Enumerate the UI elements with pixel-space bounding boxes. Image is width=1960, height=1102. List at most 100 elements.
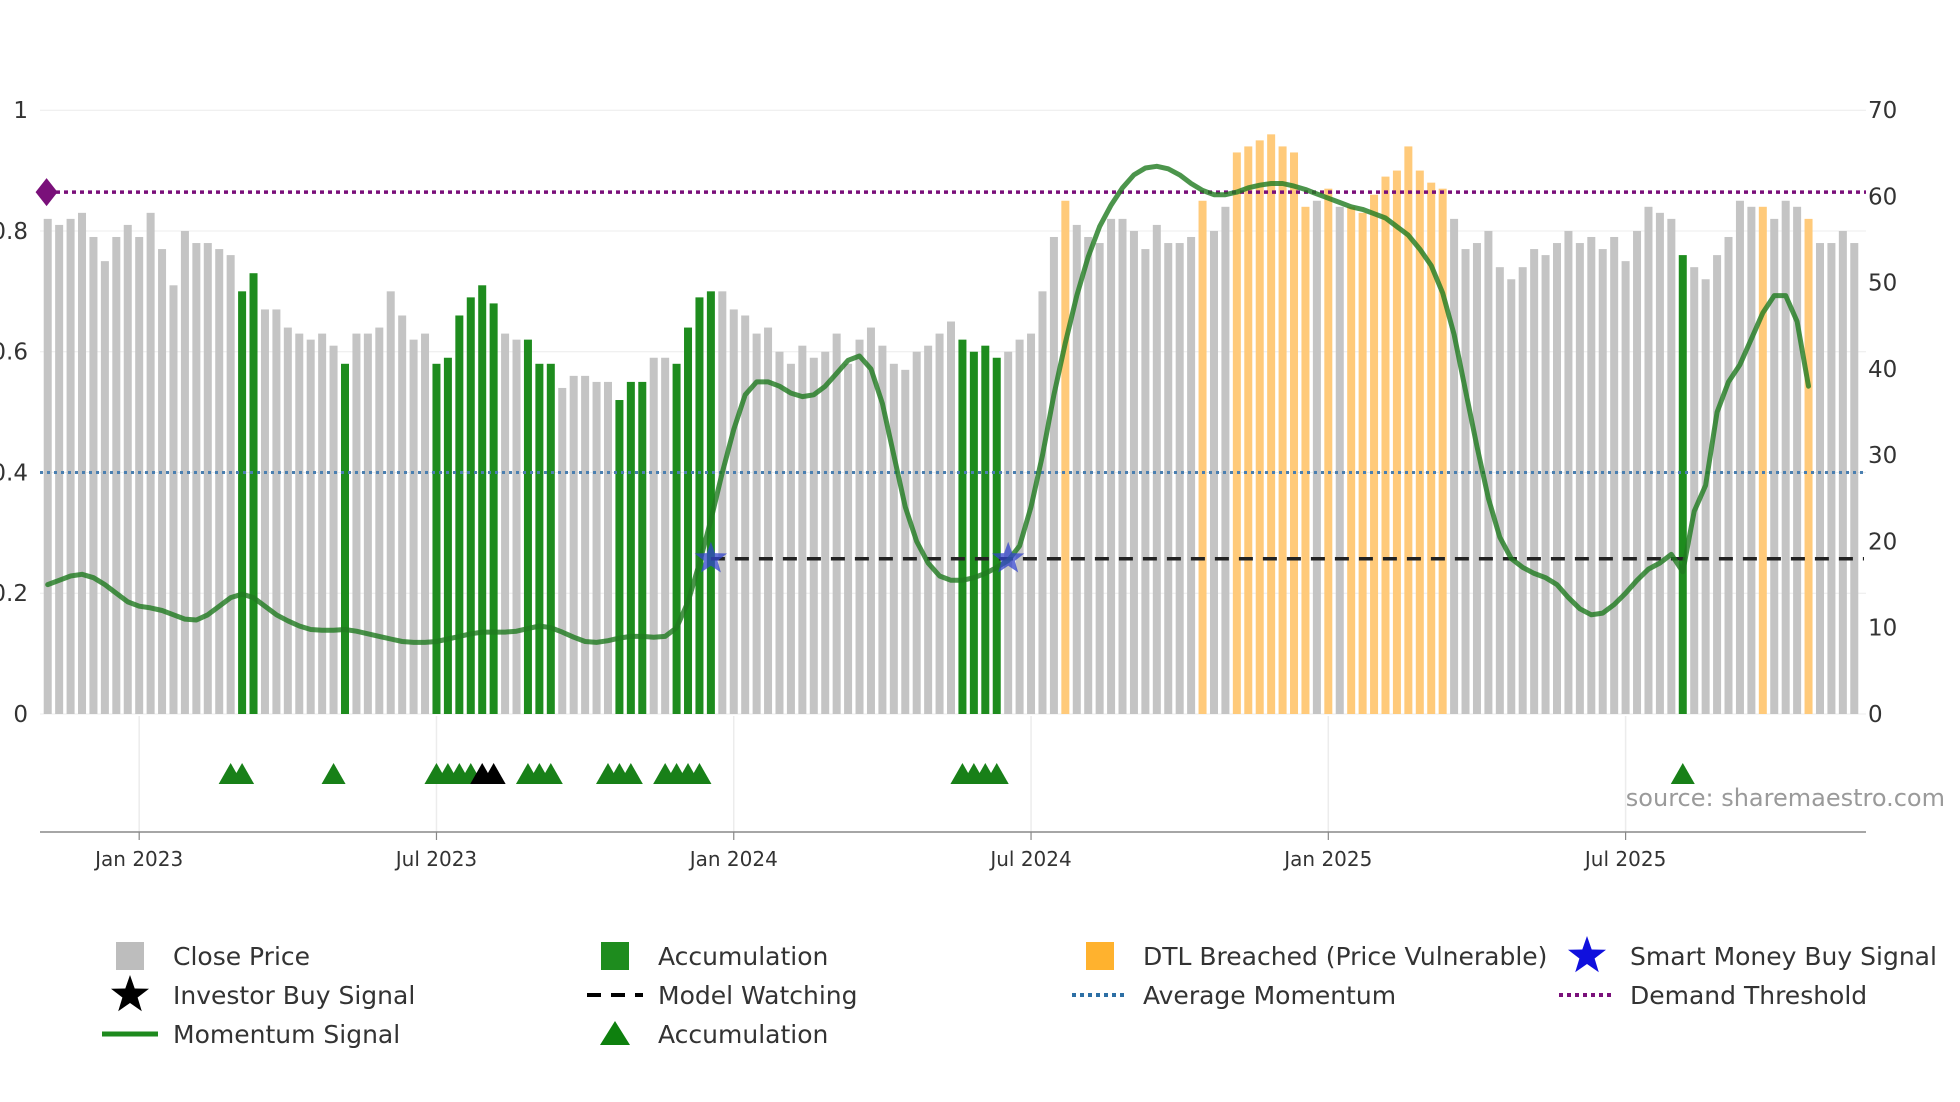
close-price-bar: [1507, 279, 1516, 714]
close-price-bar: [512, 339, 521, 714]
close-price-bar: [912, 351, 921, 714]
close-price-bar: [661, 357, 670, 714]
legend-item: Accumulation: [600, 1020, 828, 1049]
legend-label: Investor Buy Signal: [173, 981, 415, 1010]
accumulation-bar: [706, 291, 715, 714]
x-tick-label: Jul 2023: [394, 847, 477, 871]
close-price-bar: [649, 357, 658, 714]
close-price-bar: [1827, 243, 1836, 714]
close-price-bar: [192, 243, 201, 714]
close-price-bar: [1530, 249, 1539, 715]
accumulation-bar: [466, 297, 475, 714]
close-price-bar: [112, 236, 121, 714]
legend-label: Average Momentum: [1143, 981, 1396, 1010]
legend-label: Demand Threshold: [1630, 981, 1867, 1010]
close-price-bar: [1655, 212, 1664, 715]
close-price-bar: [1552, 243, 1562, 714]
close-price-bar: [306, 339, 315, 714]
close-price-bar: [1690, 267, 1699, 714]
accumulation-bar: [958, 339, 967, 714]
close-price-bar: [718, 291, 727, 714]
close-price-bar: [1598, 249, 1607, 715]
close-price-bar: [409, 339, 418, 714]
close-price-bar: [764, 327, 773, 714]
dtl-breached-bar: [1267, 134, 1276, 715]
accumulation-bar: [546, 363, 555, 714]
dtl-breached-bar: [1758, 206, 1767, 715]
accumulation-triangle: [618, 763, 643, 784]
close-price-bar: [1461, 249, 1470, 715]
close-price-bar: [363, 333, 372, 714]
close-price-bar: [1644, 206, 1653, 715]
x-tick-label: Jul 2024: [988, 847, 1071, 871]
accumulation-triangle: [687, 763, 712, 784]
dtl-breached-bar: [1232, 152, 1241, 714]
dtl-breached-bar: [1381, 176, 1390, 715]
accumulation-bar: [1678, 255, 1687, 714]
dtl-breached-bar: [1301, 206, 1310, 715]
close-price-bar: [1518, 267, 1527, 714]
investor-buy-triangle: [481, 763, 506, 784]
close-price-bar: [946, 321, 956, 714]
close-price-bar: [1084, 236, 1093, 714]
close-price-bar: [855, 339, 864, 714]
left-tick-label: 0.6: [0, 340, 28, 366]
close-price-bar: [832, 333, 841, 714]
close-price-bar: [1541, 255, 1550, 714]
close-price-bar: [603, 381, 612, 714]
accumulation-bar: [969, 351, 978, 714]
close-price-bar: [889, 363, 898, 714]
accumulation-bar: [523, 339, 532, 714]
lines-layer: [40, 163, 1866, 645]
legend-label: Accumulation: [658, 942, 828, 971]
close-price-bar: [1312, 200, 1321, 714]
close-price-bar: [283, 327, 292, 714]
accumulation-bar: [992, 357, 1001, 714]
x-tick-label: Jul 2025: [1583, 847, 1666, 871]
close-price-bar: [821, 351, 830, 714]
dtl-breached-bar: [1358, 212, 1367, 715]
accumulation-triangle: [230, 763, 255, 784]
close-price-bar: [901, 369, 910, 714]
close-price-bar: [180, 230, 189, 714]
legend-star-icon: [1568, 936, 1606, 973]
close-price-bar: [866, 327, 875, 714]
legend-swatch-square: [116, 942, 144, 970]
close-price-bar: [1575, 243, 1584, 714]
close-price-bar: [1107, 218, 1116, 714]
close-price-bar: [1667, 218, 1676, 714]
close-price-bar: [1610, 236, 1619, 714]
close-price-bar: [66, 218, 75, 714]
right-tick-label: 10: [1868, 616, 1897, 642]
close-price-bar: [1015, 339, 1024, 714]
close-price-bar: [398, 315, 407, 714]
dtl-breached-bar: [1347, 206, 1356, 715]
close-price-bar: [1187, 236, 1196, 714]
dtl-breached-bar: [1324, 188, 1333, 714]
accumulation-bar: [249, 273, 258, 714]
close-price-bar: [1175, 243, 1184, 714]
legend-swatch-square: [601, 942, 629, 970]
close-price-bar: [1713, 255, 1722, 714]
close-price-bar: [100, 261, 109, 714]
source-label: source: sharemaestro.com: [1626, 784, 1945, 812]
legend-item: Demand Threshold: [1559, 981, 1867, 1010]
close-price-bar: [1004, 351, 1013, 714]
legend-label: DTL Breached (Price Vulnerable): [1143, 942, 1547, 971]
legend-label: Close Price: [173, 942, 310, 971]
close-price-bar: [1815, 243, 1824, 714]
close-price-bar: [1141, 249, 1150, 715]
dtl-breached-bar: [1415, 170, 1424, 715]
bars-layer: [43, 134, 1859, 715]
close-price-bar: [1484, 230, 1493, 714]
close-price-bar: [203, 243, 212, 714]
close-price-bar: [592, 381, 601, 714]
dtl-breached-bar: [1438, 188, 1447, 714]
dtl-breached-bar: [1404, 146, 1413, 714]
close-price-bar: [1724, 236, 1733, 714]
close-price-bar: [581, 375, 590, 714]
close-price-bar: [1027, 333, 1036, 714]
left-tick-label: 0.4: [0, 460, 28, 486]
